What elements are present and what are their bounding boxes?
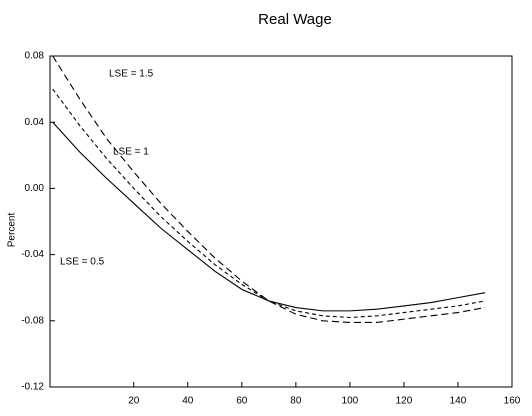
series-label: LSE = 1.5: [109, 69, 154, 80]
y-tick-label: -0.12: [21, 382, 44, 393]
chart-title: Real Wage: [258, 11, 332, 28]
x-tick-label: 40: [182, 396, 194, 407]
x-tick-label: 60: [236, 396, 248, 407]
y-axis-label: Percent: [7, 213, 18, 248]
y-tick-label: -0.04: [21, 249, 44, 260]
x-tick-label: 80: [290, 396, 302, 407]
plot-frame: [49, 55, 513, 388]
series-label: LSE = 1: [113, 147, 149, 158]
y-tick-label: 0.08: [25, 51, 45, 62]
x-tick-label: 120: [396, 396, 413, 407]
x-tick-label: 140: [450, 396, 467, 407]
y-tick-label: -0.08: [21, 315, 44, 326]
y-tick-label: 0.04: [25, 117, 45, 128]
line-series: [52, 55, 486, 324]
y-tick-label: 0.00: [25, 183, 45, 194]
x-tick-label: 160: [504, 396, 521, 407]
x-tick-label: 20: [128, 396, 140, 407]
line-series: [52, 88, 486, 319]
x-tick-label: 100: [342, 396, 359, 407]
series-label: LSE = 0.5: [60, 257, 105, 268]
